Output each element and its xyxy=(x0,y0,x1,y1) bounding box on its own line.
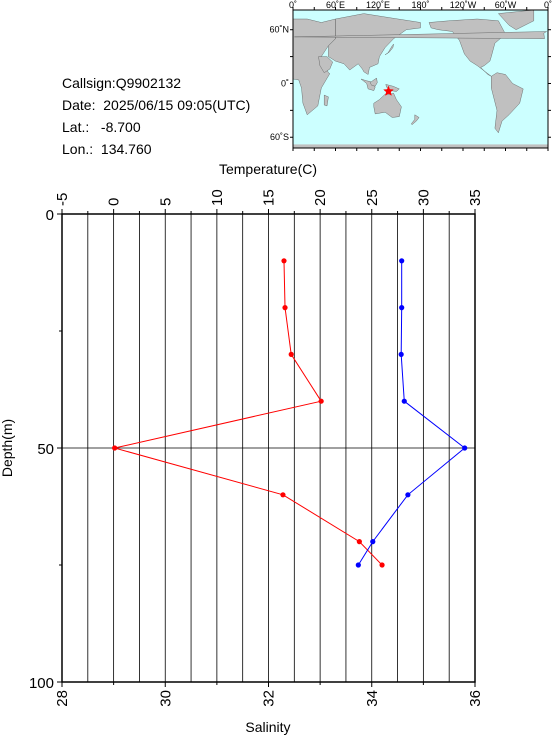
temperature-data-point xyxy=(288,351,294,357)
temperature-tick-label: 35 xyxy=(467,189,484,206)
map-lon-label: 60˚E xyxy=(326,0,345,10)
salinity-data-point xyxy=(355,562,361,568)
temperature-axis-label: Temperature(C) xyxy=(219,161,317,177)
map-lat-label: 0˚ xyxy=(281,78,289,88)
temperature-data-point xyxy=(318,398,324,404)
salinity-data-point xyxy=(399,258,405,264)
new-guinea-land xyxy=(385,84,400,92)
map-lon-label: 120˚E xyxy=(366,0,390,10)
salinity-tick-label: 30 xyxy=(157,690,174,707)
europe-africa-land xyxy=(292,18,336,116)
callsign-text: Callsign:Q9902132 xyxy=(62,75,182,91)
map-lon-label: 0˚ xyxy=(544,0,552,10)
salinity-data-point xyxy=(370,539,376,545)
salinity-tick-label: 28 xyxy=(54,690,71,707)
uk-land xyxy=(294,31,548,39)
longitude-text: Lon.: 134.760 xyxy=(62,141,152,157)
temperature-data-point xyxy=(379,562,385,568)
map-lon-label: 180˚ xyxy=(411,0,429,10)
temperature-profile-line xyxy=(114,260,383,566)
temperature-data-point xyxy=(112,445,118,451)
map-lat-label: 60˚N xyxy=(269,25,289,35)
station-marker-icon xyxy=(383,85,394,96)
australia-land xyxy=(373,93,402,118)
salinity-axis-label: Salinity xyxy=(245,719,290,735)
temperature-tick-label: 10 xyxy=(209,189,226,206)
indonesia-land xyxy=(360,78,376,91)
map-lat-label: 60˚S xyxy=(270,132,289,142)
temperature-tick-label: -5 xyxy=(54,193,71,206)
map-lon-label: 120˚W xyxy=(450,0,477,10)
arabia-land xyxy=(318,56,333,73)
salinity-profile-line xyxy=(357,260,466,566)
world-map: 0˚ 60˚E 120˚E 180˚ 120˚W 60˚W 0˚ 60˚N 0˚ 60˚S xyxy=(269,0,552,151)
greenland-land xyxy=(497,9,534,30)
borneo-land xyxy=(369,77,378,87)
depth-tick-label: 0 xyxy=(46,207,54,224)
temperature-tick-label: 15 xyxy=(261,189,278,206)
temperature-tick-label: 0 xyxy=(106,198,123,206)
depth-tick-label: 100 xyxy=(29,675,54,692)
japan-land xyxy=(384,43,394,55)
salinity-tick-label: 36 xyxy=(467,690,484,707)
salinity-tick-label: 34 xyxy=(364,690,381,707)
south-america-land xyxy=(491,72,524,134)
madagascar-land xyxy=(324,94,329,107)
asia-land xyxy=(328,13,421,75)
new-zealand-land xyxy=(411,114,420,125)
latitude-text: Lat.: -8.700 xyxy=(62,119,141,135)
salinity-data-point xyxy=(405,492,411,498)
depth-tick-label: 50 xyxy=(37,441,54,458)
salinity-data-point xyxy=(399,305,405,311)
temperature-data-point xyxy=(356,539,362,545)
temperature-tick-label: 5 xyxy=(157,198,174,206)
depth-axis-label: Depth(m) xyxy=(0,419,15,477)
map-frame xyxy=(292,9,549,149)
antarctica-band xyxy=(293,144,548,148)
salinity-tick-label: 32 xyxy=(261,690,278,707)
map-lon-label: 60˚W xyxy=(495,0,517,10)
temperature-data-point xyxy=(281,258,287,264)
temperature-data-point xyxy=(280,492,286,498)
temperature-data-point xyxy=(282,305,288,311)
salinity-data-point xyxy=(462,445,468,451)
station-info: Callsign:Q9902132 Date: 2025/06/15 09:05… xyxy=(62,72,250,160)
salinity-data-point xyxy=(398,351,404,357)
date-text: Date: 2025/06/15 09:05(UTC) xyxy=(62,97,251,113)
temperature-tick-label: 25 xyxy=(364,189,381,206)
salinity-data-point xyxy=(401,398,407,404)
map-lon-label: 0˚ xyxy=(289,0,297,10)
temperature-tick-label: 30 xyxy=(415,189,432,206)
temperature-tick-label: 20 xyxy=(312,189,329,206)
